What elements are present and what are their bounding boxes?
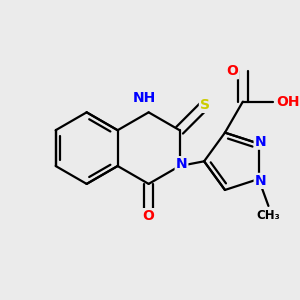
Text: O: O	[143, 209, 154, 223]
Text: OH: OH	[276, 94, 300, 109]
Text: N: N	[255, 174, 266, 188]
Text: CH₃: CH₃	[256, 209, 280, 222]
Text: S: S	[200, 98, 210, 112]
Text: N: N	[176, 157, 187, 171]
Text: N: N	[255, 135, 266, 149]
Text: NH: NH	[132, 91, 155, 105]
Text: O: O	[226, 64, 238, 78]
